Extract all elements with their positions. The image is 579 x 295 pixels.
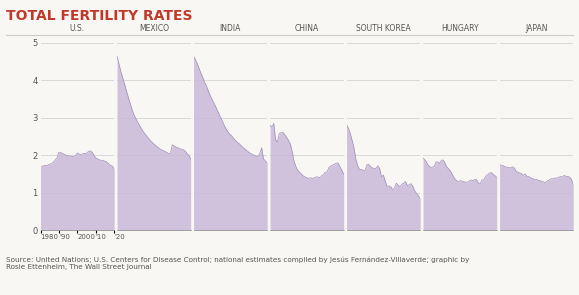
Title: CHINA: CHINA (295, 24, 319, 33)
Title: HUNGARY: HUNGARY (441, 24, 479, 33)
Title: INDIA: INDIA (219, 24, 241, 33)
Text: Source: United Nations; U.S. Centers for Disease Control; national estimates com: Source: United Nations; U.S. Centers for… (6, 257, 469, 270)
Title: U.S.: U.S. (70, 24, 85, 33)
Text: TOTAL FERTILITY RATES: TOTAL FERTILITY RATES (6, 9, 192, 23)
Title: SOUTH KOREA: SOUTH KOREA (356, 24, 411, 33)
Title: JAPAN: JAPAN (525, 24, 548, 33)
Title: MEXICO: MEXICO (139, 24, 169, 33)
